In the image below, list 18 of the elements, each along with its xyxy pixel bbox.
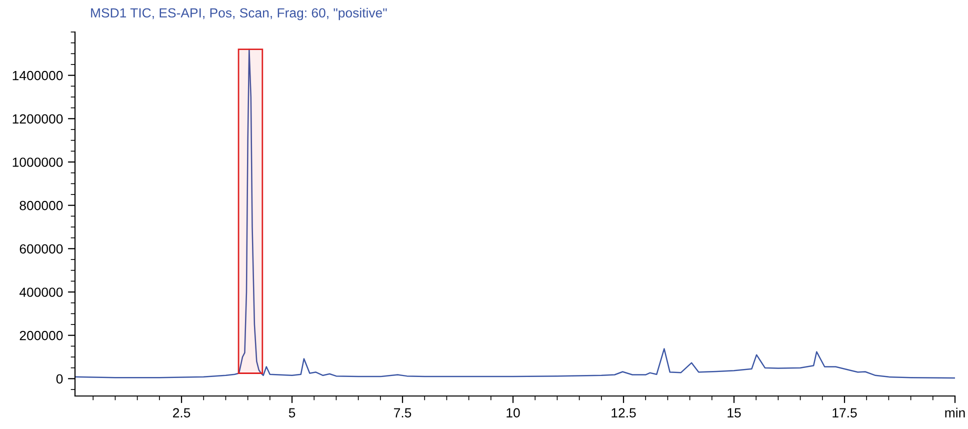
x-tick-label: 2.5: [173, 408, 190, 418]
x-tick-label: 10: [506, 408, 520, 418]
x-tick-label: min: [945, 408, 965, 418]
y-tick-label: 1000000: [12, 158, 63, 167]
x-tick-label: 7.5: [394, 408, 412, 418]
x-tick-label: 12.5: [612, 408, 636, 418]
line-series: [75, 48, 955, 379]
chart-title: MSD1 TIC, ES-API, Pos, Scan, Frag: 60, "positive": [91, 8, 387, 20]
y-tick-label: 1200000: [12, 114, 63, 124]
y-tick-label: 600000: [20, 244, 63, 254]
x-tick-label: 5: [288, 408, 296, 418]
y-tick-label: 200000: [20, 330, 63, 340]
y-tick-label: 800000: [20, 200, 63, 210]
x-tick-label: 17.5: [832, 408, 857, 418]
y-tick-label: 1400000: [12, 70, 63, 80]
y-tick-label: 0: [56, 374, 63, 384]
y-tick-label: 400000: [19, 288, 63, 297]
x-tick-label: 15: [728, 408, 741, 418]
